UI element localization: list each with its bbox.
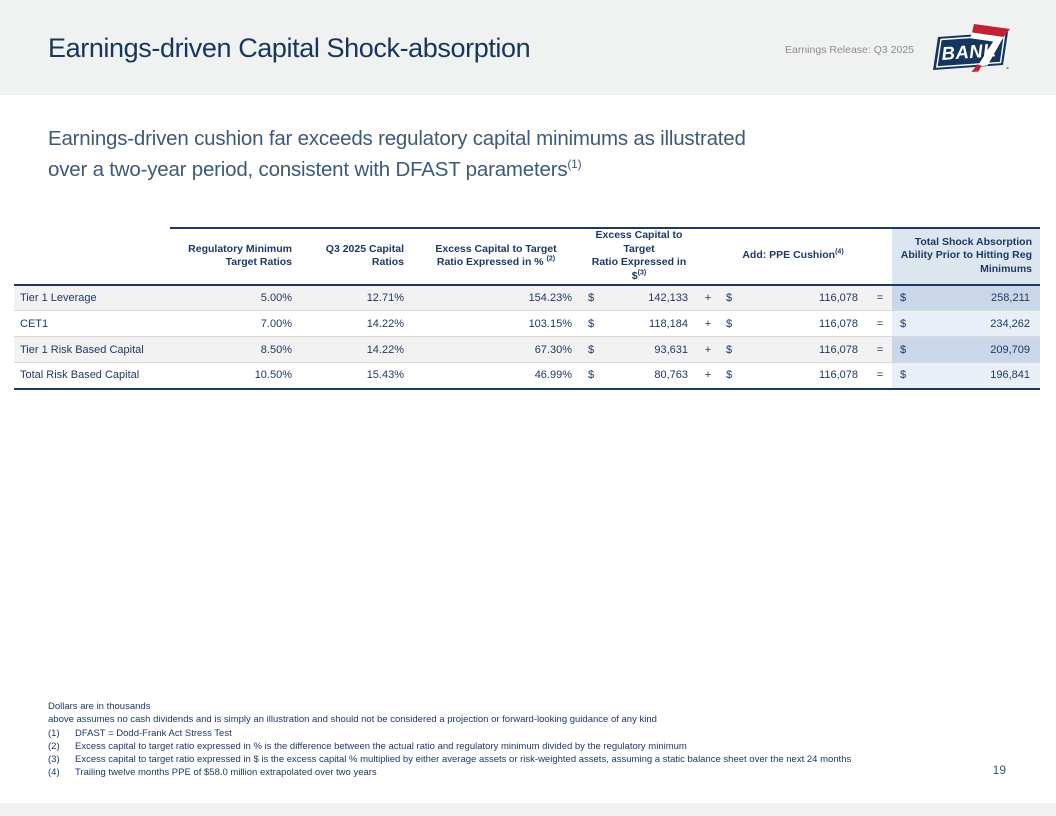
total-shock-value: $258,211	[892, 284, 1040, 312]
q3-ratio-value: 15.43%	[300, 362, 412, 390]
footnote-line: above assumes no cash dividends and is s…	[48, 714, 657, 726]
currency-symbol: $	[588, 291, 595, 304]
table-row-total-risk-based: Total Risk Based Capital 10.50% 15.43% 4…	[14, 362, 1040, 390]
excess-usd-value: $118,184	[580, 310, 698, 338]
ppe-cushion-value: $116,078	[718, 284, 868, 312]
header-plus-spacer	[698, 227, 718, 286]
currency-symbol: $	[588, 343, 595, 356]
plus-sign: +	[698, 284, 718, 312]
row-label: Tier 1 Leverage	[14, 284, 170, 312]
header-q3-capital-ratios: Q3 2025 Capital Ratios	[300, 227, 412, 286]
reg-min-value: 7.00%	[170, 310, 300, 338]
subtitle-footnote-ref: (1)	[567, 157, 582, 172]
footnote-line: (2) Excess capital to target ratio expres…	[48, 740, 687, 752]
excess-usd-value: $80,763	[580, 362, 698, 390]
q3-ratio-value: 14.22%	[300, 336, 412, 364]
excess-pct-value: 103.15%	[412, 310, 580, 338]
excess-pct-value: 46.99%	[412, 362, 580, 390]
logo-word: BANK	[941, 39, 999, 64]
table-row-tier1-leverage: Tier 1 Leverage 5.00% 12.71% 154.23% $14…	[14, 284, 1040, 312]
footnote-line: (4) Trailing twelve months PPE of $58.0 m…	[48, 767, 377, 779]
currency-symbol: $	[900, 291, 907, 304]
top-bar: Earnings-driven Capital Shock-absorption…	[0, 0, 1056, 95]
plus-sign: +	[698, 310, 718, 338]
reg-min-value: 10.50%	[170, 362, 300, 390]
equals-sign: =	[868, 284, 892, 312]
bottom-bar	[0, 803, 1056, 816]
excess-usd-value: $93,631	[580, 336, 698, 364]
page-title: Earnings-driven Capital Shock-absorption	[48, 33, 531, 63]
plus-sign: +	[698, 336, 718, 364]
excess-pct-value: 154.23%	[412, 284, 580, 312]
row-label: Total Risk Based Capital	[14, 362, 170, 390]
currency-symbol: $	[726, 291, 733, 304]
table-row-cet1: CET1 7.00% 14.22% 103.15% $118,184 + $11…	[14, 310, 1040, 338]
reg-min-value: 8.50%	[170, 336, 300, 364]
header-row-label	[14, 228, 170, 286]
ppe-cushion-value: $116,078	[718, 336, 868, 364]
subtitle: Earnings-driven cushion far exceeds regu…	[48, 123, 772, 185]
currency-symbol: $	[726, 317, 733, 330]
equals-sign: =	[868, 336, 892, 364]
header-regulatory-minimum: Regulatory Minimum Target Ratios	[170, 227, 300, 286]
ppe-cushion-value: $116,078	[718, 362, 868, 390]
row-label: CET1	[14, 310, 170, 338]
header-equals-spacer	[868, 227, 892, 286]
subtitle-text: Earnings-driven cushion far exceeds regu…	[48, 127, 746, 181]
earnings-release-label: Earnings Release: Q3 2025	[785, 44, 914, 56]
currency-symbol: $	[726, 343, 733, 356]
equals-sign: =	[868, 362, 892, 390]
excess-usd-value: $142,133	[580, 284, 698, 312]
bank7-logo-icon: BANK	[933, 24, 1010, 72]
page-number: 19	[992, 763, 1006, 777]
header-ppe-cushion: Add: PPE Cushion(4)	[718, 227, 868, 286]
q3-ratio-value: 14.22%	[300, 310, 412, 338]
total-shock-value: $196,841	[892, 362, 1040, 390]
currency-symbol: $	[900, 317, 907, 330]
footnote-line: Dollars are in thousands	[48, 701, 151, 712]
currency-symbol: $	[900, 369, 907, 382]
capital-table: Regulatory Minimum Target Ratios Q3 2025…	[14, 227, 1040, 390]
row-label: Tier 1 Risk Based Capital	[14, 336, 170, 364]
currency-symbol: $	[588, 317, 595, 330]
table-row-tier1-risk-based: Tier 1 Risk Based Capital 8.50% 14.22% 6…	[14, 336, 1040, 364]
footnote-line: (3) Excess capital to target ratio expres…	[48, 754, 852, 766]
excess-pct-value: 67.30%	[412, 336, 580, 364]
header-excess-capital-usd: Excess Capital to Target Ratio Expressed…	[580, 227, 698, 286]
currency-symbol: $	[588, 369, 595, 382]
header-total-shock-absorption: Total Shock Absorption Ability Prior to …	[892, 227, 1040, 286]
currency-symbol: $	[900, 343, 907, 356]
equals-sign: =	[868, 310, 892, 338]
q3-ratio-value: 12.71%	[300, 284, 412, 312]
ppe-cushion-value: $116,078	[718, 310, 868, 338]
header-excess-capital-pct: Excess Capital to Target Ratio Expressed…	[412, 227, 580, 286]
table-header-row: Regulatory Minimum Target Ratios Q3 2025…	[14, 227, 1040, 286]
footnotes: Dollars are in thousands above assumes n…	[48, 700, 998, 780]
footnote-line: (1) DFAST = Dodd-Frank Act Stress Test	[48, 727, 232, 739]
reg-min-value: 5.00%	[170, 284, 300, 312]
currency-symbol: $	[726, 369, 733, 382]
total-shock-value: $234,262	[892, 310, 1040, 338]
total-shock-value: $209,709	[892, 336, 1040, 364]
plus-sign: +	[698, 362, 718, 390]
